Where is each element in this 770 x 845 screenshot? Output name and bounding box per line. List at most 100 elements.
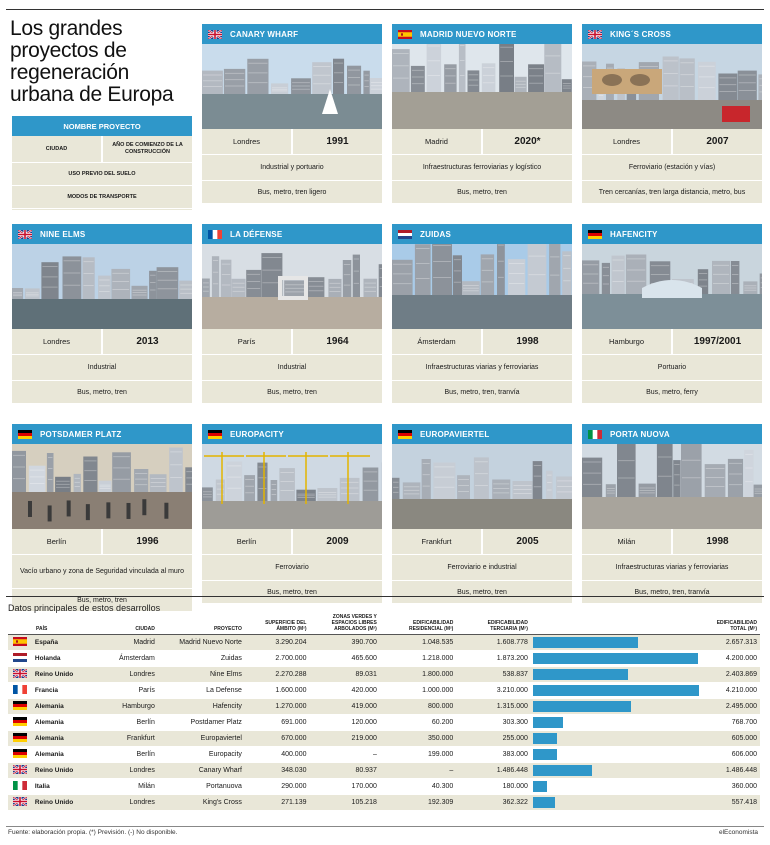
total-bar [532,717,564,728]
london-docks-photo [202,44,382,129]
table-row: Holanda Ámsterdam Zuidas 2.700.000 465.600 1.… [8,650,760,667]
card-title: KING´S CROSS [610,29,672,39]
flag-icon [588,29,602,39]
brand-name: elEconomista [718,829,758,836]
table-row: Alemania Berlín Postdamer Platz 691.000 120.… [8,714,760,731]
col-total: EDIFICABILIDAD TOTAL (M²) [704,614,760,635]
row-green: 170.000 [309,778,380,795]
legend-city: CIUDAD [12,136,103,162]
row-residential: 199.000 [379,746,457,763]
row-total: 1.486.448 [704,762,760,779]
col-city: CIUDAD [96,614,158,635]
row-country: Alemania [31,746,97,763]
table-row: Alemania Berlín Europacity 400.000–199.000 3… [8,746,760,763]
row-total: 557.418 [704,794,760,811]
total-bar [532,669,628,680]
card-year: 1998 [516,336,539,347]
row-project: Europaviertel [157,730,245,747]
flag-icon [8,746,32,763]
flag-icon [8,778,32,795]
card-header: LA DÉFENSE [202,224,382,244]
col-bar [530,614,705,635]
card-transport: Bus, metro, tren [457,188,507,196]
card-previous-use: Ferroviario [202,555,382,581]
col-green: ZONAS VERDES Y ESPACIOS LIBRES ARBOLADOS… [309,614,380,635]
flag-icon [8,794,32,811]
row-city: Frankfurt [96,730,158,747]
row-tertiary: 1.315.000 [456,698,531,715]
row-area: 1.600.000 [244,682,310,699]
row-project: Postdamer Platz [157,714,245,731]
total-bar [532,685,699,696]
card-year: 1964 [326,336,349,347]
card-previous-use: Industrial [202,355,382,381]
card-year: 1996 [136,536,159,547]
flag-icon [8,698,32,715]
row-bar-cell [530,698,705,715]
row-green: – [309,746,380,763]
col-ter: EDIFICABILIDAD TERCIARIA (M²) [456,614,531,635]
row-bar-cell [530,762,705,779]
card-year: 1991 [326,136,349,147]
row-total: 605.000 [704,730,760,747]
project-card: CANARY WHARF Londres 1991 Industrial y port… [202,24,382,203]
card-title: CANARY WHARF [230,29,299,39]
total-bar [532,749,557,760]
row-area: 2.270.288 [244,666,310,683]
card-city: Madrid [392,129,483,154]
row-total: 606.000 [704,746,760,763]
row-residential: 1.000.000 [379,682,457,699]
row-green: 89.031 [309,666,380,683]
card-previous-use: Portuario [582,355,762,381]
row-residential: 1.048.535 [379,634,457,651]
card-transport: Bus, metro, tren [267,588,317,596]
row-green: 105.218 [309,794,380,811]
row-project: Madrid Nuevo Norte [157,634,245,651]
flag-icon [588,229,602,239]
table-row: Reino Unido Londres King's Cross 271.139 105… [8,794,760,811]
europacity-cranes-photo [202,444,382,529]
card-header: PORTA NUOVA [582,424,762,444]
row-bar-cell [530,634,705,651]
card-header: CANARY WHARF [202,24,382,44]
flag-icon [8,634,32,651]
card-header: ZUIDAS [392,224,572,244]
row-green: 390.700 [309,634,380,651]
project-card: LA DÉFENSE París 1964 Industrial Bus, metro,… [202,224,382,403]
row-tertiary: 1.486.448 [456,762,531,779]
card-transport: Bus, metro, tren ligero [257,188,327,196]
flag-icon [8,682,32,699]
madrid-towers-photo [392,44,572,129]
row-bar-cell [530,666,705,683]
card-transport: Tren cercanías, tren larga distancia, me… [598,188,746,196]
card-previous-use: Infraestructuras viarias y ferroviarias [582,555,762,581]
col-project: PROYECTO [157,614,245,635]
card-title: EUROPAVIERTEL [420,429,490,439]
total-bar [532,733,557,744]
flag-icon [18,429,32,439]
row-project: Nine Elms [157,666,245,683]
row-green: 80.937 [309,762,380,779]
card-transport: Bus, metro, tren [77,388,127,396]
legend-transport: MODOS DE TRANSPORTE [12,186,192,209]
row-tertiary: 1.608.778 [456,634,531,651]
row-country: Reino Unido [31,666,97,683]
zuidas-towers-photo [392,244,572,329]
table-row: Reino Unido Londres Nine Elms 2.270.288 89.0… [8,666,760,683]
table-row: Alemania Hamburgo Hafencity 1.270.000 419.00… [8,698,760,715]
project-card: PORTA NUOVA Milán 1998 Infraestructuras via… [582,424,762,603]
row-tertiary: 180.000 [456,778,531,795]
card-year: 1998 [706,536,729,547]
la-defense-arch-photo [202,244,382,329]
flag-icon [18,229,32,239]
card-year: 2020* [514,136,541,147]
row-project: Canary Wharf [157,762,245,779]
table-row: España Madrid Madrid Nuevo Norte 3.290.204 3… [8,634,760,651]
page-title: Los grandes proyectos de regeneración ur… [10,17,174,106]
row-project: Europacity [157,746,245,763]
total-bar [532,781,548,792]
data-table: PAÍS CIUDAD PROYECTO SUPERFICIE DEL ÁMBI… [8,614,760,811]
flag-icon [398,29,412,39]
card-header: EUROPACITY [202,424,382,444]
legend-use: USO PREVIO DEL SUELO [12,163,192,186]
